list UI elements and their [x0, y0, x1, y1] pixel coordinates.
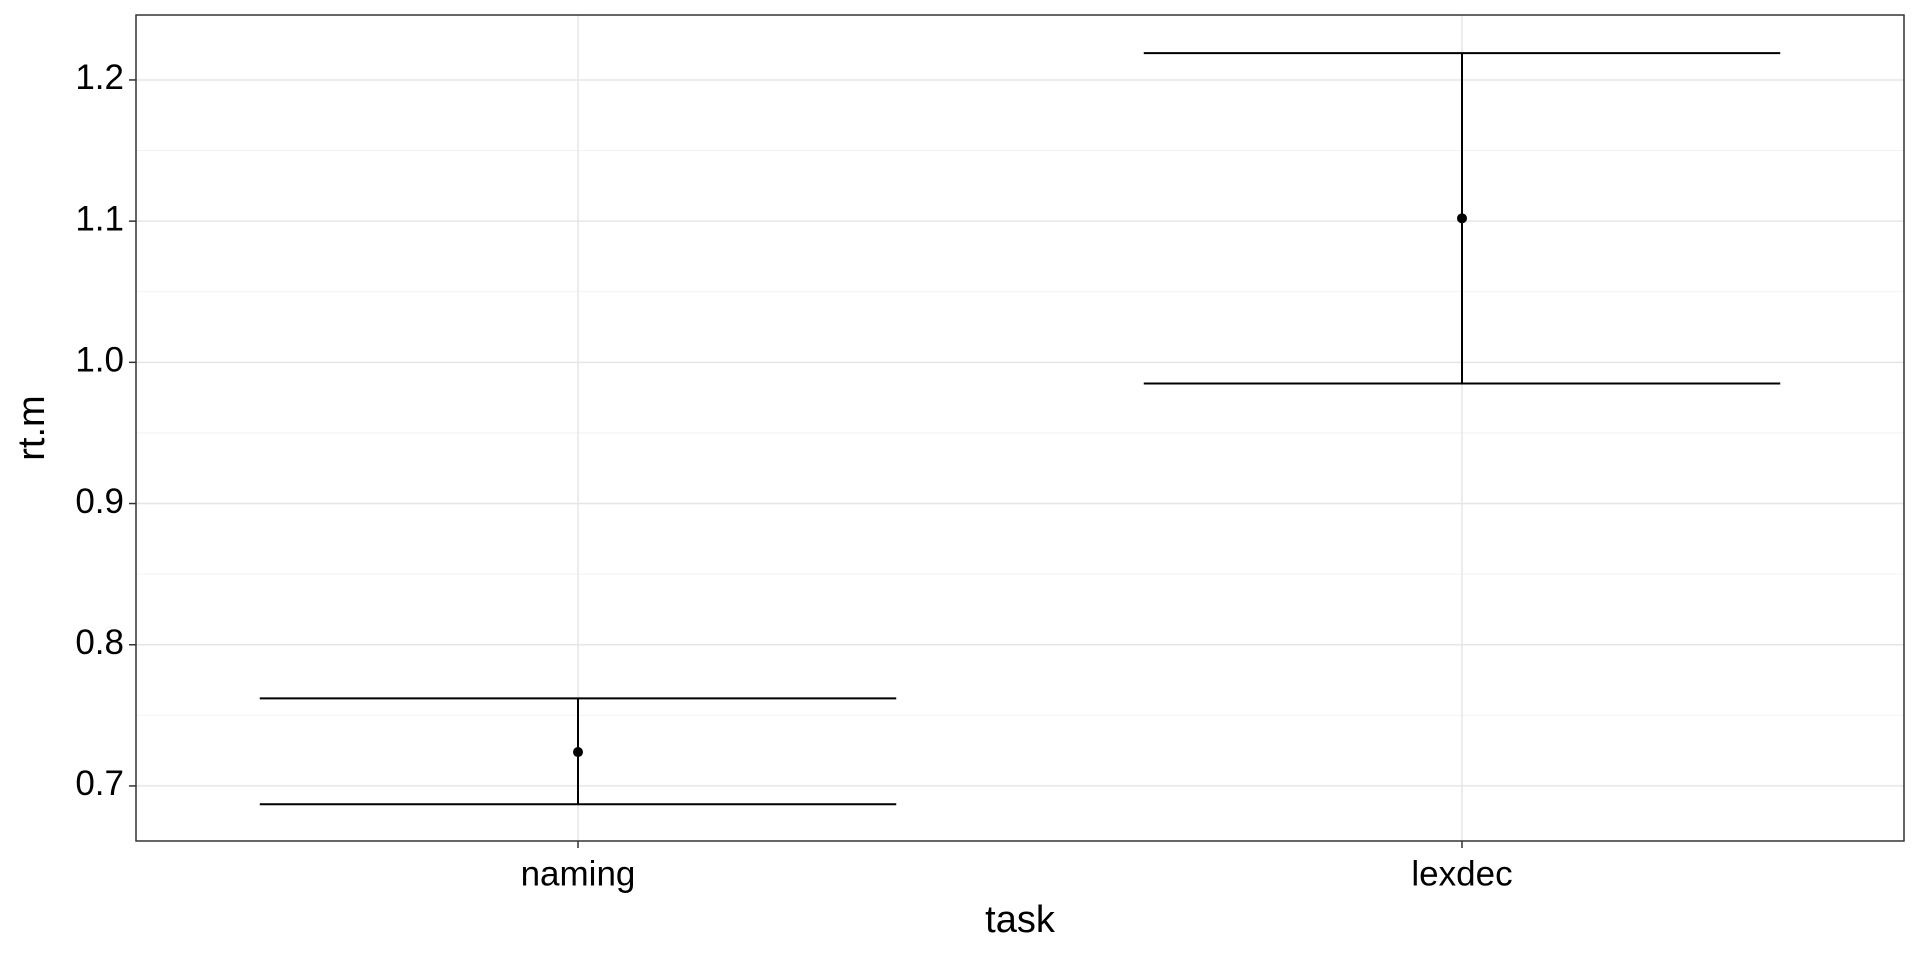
y-tick-label: 1.0 [75, 341, 124, 380]
plot-border [135, 14, 1905, 842]
y-tick-label: 1.1 [75, 199, 124, 238]
mean-point [1457, 213, 1467, 224]
y-tick-label: 0.7 [75, 764, 124, 803]
mean-point [573, 747, 583, 758]
y-tick-label: 1.2 [75, 58, 124, 97]
y-tick-label: 0.9 [75, 482, 124, 521]
x-tick-label: lexdec [1411, 854, 1512, 893]
y-tick-label: 0.8 [75, 623, 124, 662]
x-tick-label: naming [521, 854, 636, 893]
y-axis-title: rt.m [11, 395, 53, 460]
x-axis-title: task [985, 899, 1056, 941]
